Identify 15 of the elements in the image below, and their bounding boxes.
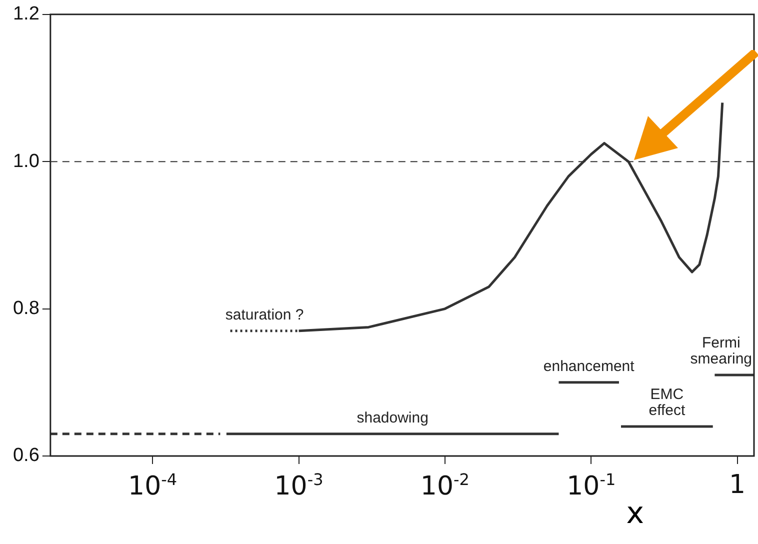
x-tick-label: 10$^{-2}$ (420, 470, 470, 502)
x-tick-label: 10$^{-3}$ (274, 470, 324, 502)
series-label: Fermi smearing (690, 334, 752, 368)
series-label: shadowing (356, 410, 428, 427)
y-tick-label: 1.2 (12, 4, 40, 25)
x-tick-label: 10$^{-4}$ (128, 470, 178, 502)
series-label: saturation ? (225, 306, 304, 324)
y-tick-label: 1.0 (12, 150, 40, 172)
series-label: EMC effect (648, 386, 686, 420)
y-tick-label: 0.6 (12, 445, 40, 466)
x-tick-label: 1 (729, 470, 746, 500)
x-tick-label: 10$^{-1}$ (566, 470, 616, 502)
series-label: enhancement (543, 358, 636, 376)
y-tick-label: 0.8 (12, 298, 40, 320)
x-axis-title: x (626, 496, 644, 531)
